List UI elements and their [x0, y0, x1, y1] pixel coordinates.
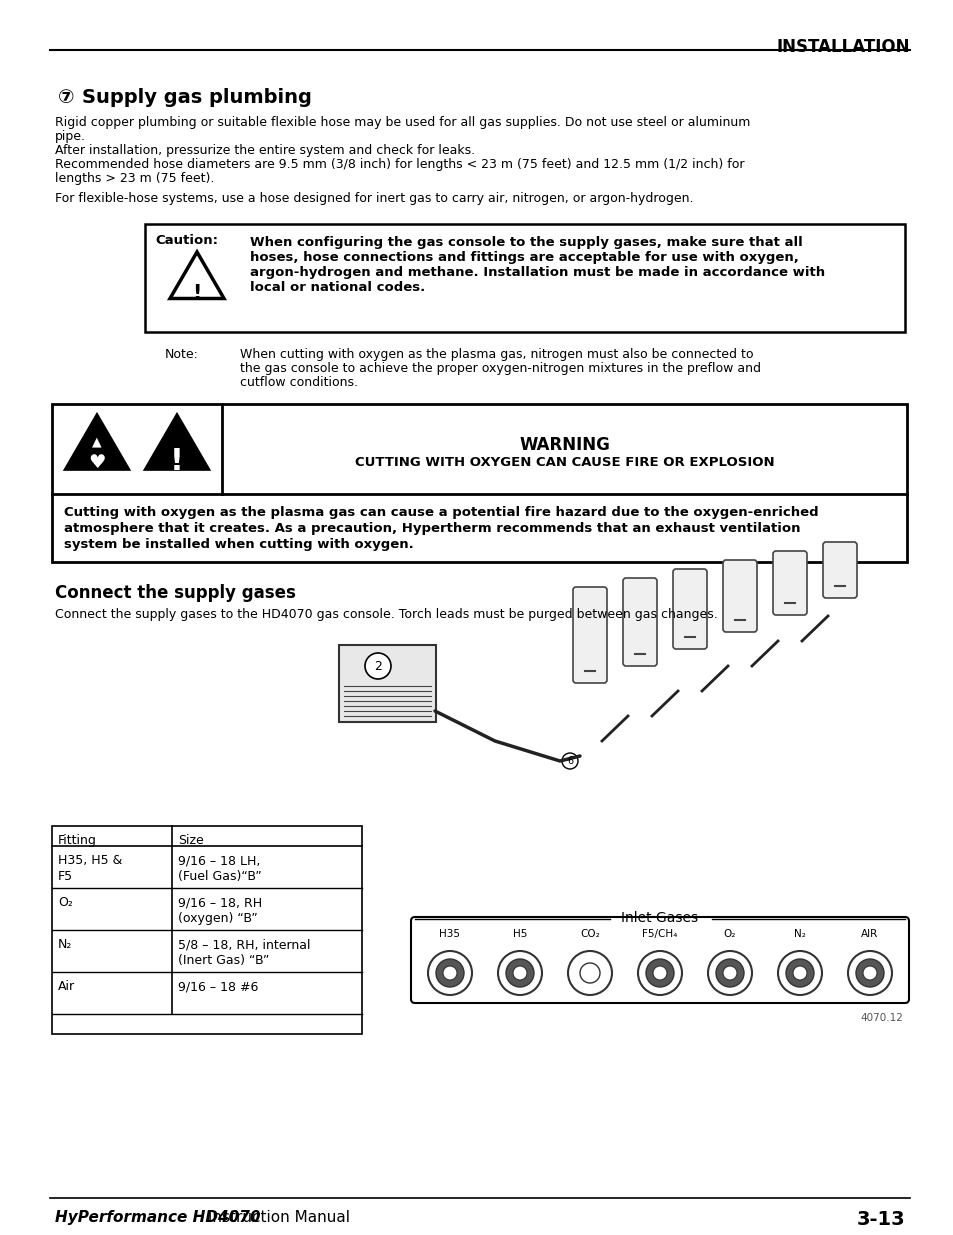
Circle shape — [785, 960, 813, 987]
Circle shape — [707, 951, 751, 995]
Text: N₂: N₂ — [58, 939, 72, 951]
FancyBboxPatch shape — [573, 587, 606, 683]
Text: (oxygen) “B”: (oxygen) “B” — [178, 911, 257, 925]
Text: Rigid copper plumbing or suitable flexible hose may be used for all gas supplies: Rigid copper plumbing or suitable flexib… — [55, 116, 750, 128]
Text: (Fuel Gas)“B”: (Fuel Gas)“B” — [178, 869, 261, 883]
Text: 5/8 – 18, RH, internal: 5/8 – 18, RH, internal — [178, 939, 310, 951]
Circle shape — [436, 960, 463, 987]
Circle shape — [862, 966, 876, 981]
Circle shape — [716, 960, 743, 987]
Text: For flexible-hose systems, use a hose designed for inert gas to carry air, nitro: For flexible-hose systems, use a hose de… — [55, 191, 693, 205]
Text: N₂: N₂ — [793, 929, 805, 939]
Text: (Inert Gas) “B”: (Inert Gas) “B” — [178, 953, 269, 967]
Text: !: ! — [193, 284, 201, 304]
Circle shape — [513, 966, 526, 981]
Text: F5/CH₄: F5/CH₄ — [641, 929, 677, 939]
Text: 2: 2 — [374, 659, 381, 673]
Text: 6: 6 — [566, 756, 573, 766]
Text: argon-hydrogen and methane. Installation must be made in accordance with: argon-hydrogen and methane. Installation… — [250, 266, 824, 279]
Text: AIR: AIR — [861, 929, 878, 939]
FancyBboxPatch shape — [622, 578, 657, 666]
Text: Supply gas plumbing: Supply gas plumbing — [82, 88, 312, 107]
Text: Instruction Manual: Instruction Manual — [203, 1210, 350, 1225]
Polygon shape — [145, 414, 209, 469]
Text: CO₂: CO₂ — [579, 929, 599, 939]
Circle shape — [652, 966, 666, 981]
Circle shape — [722, 966, 737, 981]
Text: HyPerformance HD4070: HyPerformance HD4070 — [55, 1210, 260, 1225]
Text: !: ! — [170, 447, 184, 477]
Circle shape — [428, 951, 472, 995]
Text: Connect the supply gases: Connect the supply gases — [55, 584, 295, 601]
Circle shape — [442, 966, 456, 981]
FancyBboxPatch shape — [52, 404, 906, 562]
Text: hoses, hose connections and fittings are acceptable for use with oxygen,: hoses, hose connections and fittings are… — [250, 251, 798, 264]
Text: 9/16 – 18 LH,: 9/16 – 18 LH, — [178, 853, 260, 867]
Text: F5: F5 — [58, 869, 73, 883]
Text: 9/16 – 18 #6: 9/16 – 18 #6 — [178, 981, 258, 993]
FancyBboxPatch shape — [722, 559, 757, 632]
Text: Air: Air — [58, 981, 75, 993]
Text: Note:: Note: — [165, 348, 198, 361]
Text: lengths > 23 m (75 feet).: lengths > 23 m (75 feet). — [55, 172, 214, 185]
Text: cutflow conditions.: cutflow conditions. — [240, 375, 357, 389]
Circle shape — [792, 966, 806, 981]
Text: O₂: O₂ — [723, 929, 736, 939]
Circle shape — [505, 960, 534, 987]
Circle shape — [638, 951, 681, 995]
Circle shape — [561, 753, 578, 769]
FancyBboxPatch shape — [145, 224, 904, 332]
Text: After installation, pressurize the entire system and check for leaks.: After installation, pressurize the entir… — [55, 144, 475, 157]
Text: INSTALLATION: INSTALLATION — [776, 38, 909, 56]
Text: atmosphere that it creates. As a precaution, Hypertherm recommends that an exhau: atmosphere that it creates. As a precaut… — [64, 522, 800, 535]
Text: O₂: O₂ — [58, 897, 72, 909]
Text: H35, H5 &: H35, H5 & — [58, 853, 122, 867]
FancyBboxPatch shape — [822, 542, 856, 598]
Circle shape — [645, 960, 673, 987]
Circle shape — [365, 653, 391, 679]
Text: Connect the supply gases to the HD4070 gas console. Torch leads must be purged b: Connect the supply gases to the HD4070 g… — [55, 608, 717, 621]
Text: H5: H5 — [513, 929, 527, 939]
Text: ⑦: ⑦ — [58, 88, 74, 107]
Circle shape — [847, 951, 891, 995]
Text: 3-13: 3-13 — [856, 1210, 904, 1229]
Text: ▲: ▲ — [92, 436, 102, 448]
Text: Caution:: Caution: — [154, 233, 218, 247]
Text: Inlet Gases: Inlet Gases — [620, 911, 698, 925]
Text: Cutting with oxygen as the plasma gas can cause a potential fire hazard due to t: Cutting with oxygen as the plasma gas ca… — [64, 506, 818, 519]
Polygon shape — [170, 252, 224, 299]
Circle shape — [497, 951, 541, 995]
FancyBboxPatch shape — [672, 569, 706, 650]
FancyBboxPatch shape — [411, 918, 908, 1003]
Text: the gas console to achieve the proper oxygen-nitrogen mixtures in the preflow an: the gas console to achieve the proper ox… — [240, 362, 760, 375]
Text: Fitting: Fitting — [58, 834, 97, 847]
Text: CUTTING WITH OXYGEN CAN CAUSE FIRE OR EXPLOSION: CUTTING WITH OXYGEN CAN CAUSE FIRE OR EX… — [355, 456, 774, 469]
Circle shape — [567, 951, 612, 995]
FancyBboxPatch shape — [338, 645, 436, 722]
Text: local or national codes.: local or national codes. — [250, 282, 425, 294]
Text: 4070.12: 4070.12 — [860, 1013, 902, 1023]
Text: WARNING: WARNING — [518, 436, 609, 454]
Text: When configuring the gas console to the supply gases, make sure that all: When configuring the gas console to the … — [250, 236, 801, 249]
Text: Recommended hose diameters are 9.5 mm (3/8 inch) for lengths < 23 m (75 feet) an: Recommended hose diameters are 9.5 mm (3… — [55, 158, 743, 170]
Circle shape — [855, 960, 883, 987]
Polygon shape — [65, 414, 130, 469]
Text: Size: Size — [178, 834, 204, 847]
Text: pipe.: pipe. — [55, 130, 86, 143]
FancyBboxPatch shape — [772, 551, 806, 615]
Text: ♥: ♥ — [89, 452, 106, 472]
Text: H35: H35 — [439, 929, 460, 939]
Text: 9/16 – 18, RH: 9/16 – 18, RH — [178, 897, 262, 909]
Text: system be installed when cutting with oxygen.: system be installed when cutting with ox… — [64, 538, 414, 551]
FancyBboxPatch shape — [52, 826, 361, 1034]
Circle shape — [778, 951, 821, 995]
Text: When cutting with oxygen as the plasma gas, nitrogen must also be connected to: When cutting with oxygen as the plasma g… — [240, 348, 753, 361]
